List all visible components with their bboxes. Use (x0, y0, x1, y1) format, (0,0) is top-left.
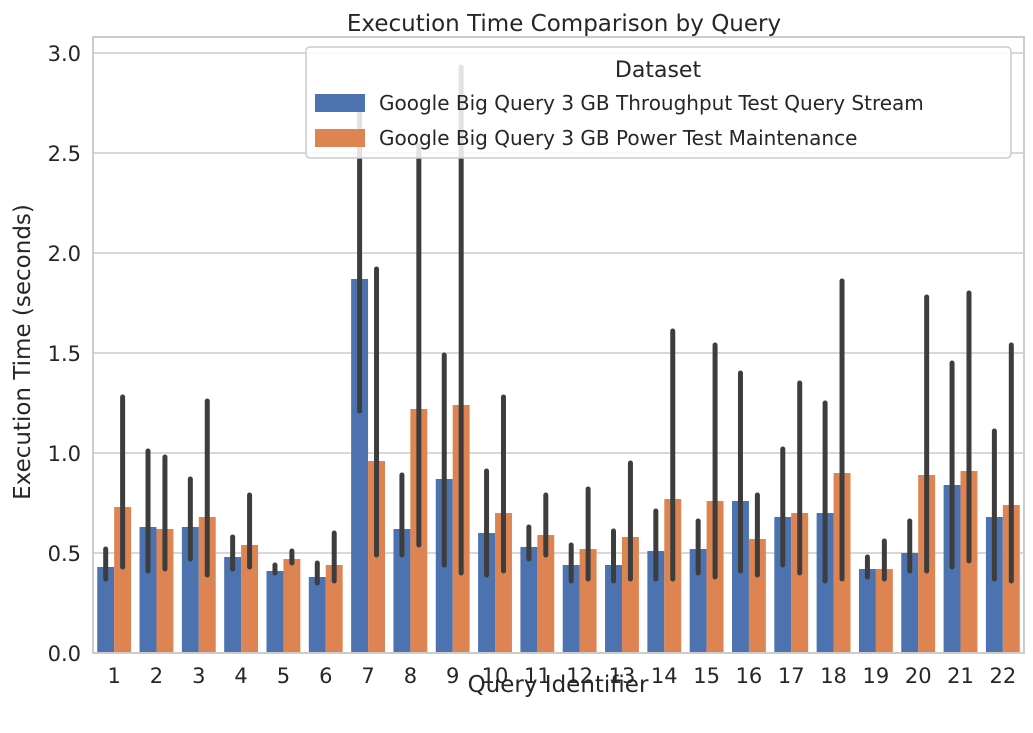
bar-series-2-query-4 (241, 545, 259, 653)
legend: Dataset Google Big Query 3 GB Throughput… (305, 46, 1012, 159)
x-tick-label: 9 (446, 664, 459, 688)
bar-series-1-query-17 (774, 517, 792, 653)
x-tick-label: 18 (820, 664, 847, 688)
plot-frame (92, 36, 1025, 654)
bar-series-1-query-4 (224, 557, 242, 653)
bar-series-1-query-1 (97, 567, 115, 653)
y-axis-title: Execution Time (seconds) (10, 204, 36, 500)
bar-series-2-query-10 (495, 513, 512, 653)
bar-series-1-query-14 (647, 551, 665, 653)
x-tick-labels: 1 2 3 4 5 6 7 8 9 10 11 12 13 14 15 16 17 18 19 20 21 22 (107, 664, 1016, 688)
bar-series-2-query-3 (198, 517, 216, 653)
bar-series-1-query-6 (308, 577, 326, 653)
bar-series-2-query-13 (621, 537, 639, 653)
bar-series-1-query-5 (266, 571, 284, 653)
bar-series-2-query-11 (537, 535, 555, 653)
legend-swatch-series-2 (315, 129, 365, 147)
legend-label-series-2: Google Big Query 3 GB Power Test Mainten… (379, 126, 857, 150)
x-axis-title: Query Identifier (468, 672, 649, 698)
y-tick-label: 1.0 (48, 442, 81, 466)
y-tick-label: 2.5 (48, 142, 81, 166)
x-tick-label: 13 (609, 664, 636, 688)
bar-series-1-query-2 (139, 527, 157, 653)
bars (97, 279, 1020, 653)
x-tick-label: 21 (947, 664, 974, 688)
bar-series-2-query-17 (791, 513, 809, 653)
bar-series-1-query-19 (858, 569, 876, 653)
error-bars (103, 64, 1014, 586)
bar-series-2-query-2 (156, 529, 174, 653)
legend-title: Dataset (615, 58, 702, 83)
x-tick-label: 10 (482, 664, 509, 688)
x-tick-label: 6 (319, 664, 332, 688)
x-tick-label: 19 (863, 664, 890, 688)
bar-series-1-query-10 (478, 533, 496, 653)
x-tick-label: 16 (736, 664, 763, 688)
x-tick-label: 5 (277, 664, 290, 688)
bar-series-1-query-3 (181, 527, 199, 653)
x-tick-label: 14 (651, 664, 678, 688)
bar-series-1-query-15 (689, 549, 707, 653)
x-tick-label: 20 (905, 664, 932, 688)
y-tick-labels: 0.0 0.5 1.0 1.5 2.0 2.5 3.0 (48, 42, 81, 666)
x-tick-label: 12 (566, 664, 593, 688)
legend-swatch-series-1 (315, 94, 365, 112)
bar-series-1-query-22 (985, 517, 1003, 653)
legend-box (305, 46, 1012, 159)
bar-series-2-query-12 (579, 549, 597, 653)
y-tick-label: 2.0 (48, 242, 81, 266)
bar-series-1-query-16 (732, 501, 749, 653)
bar-series-1-query-20 (901, 553, 919, 653)
x-tick-label: 15 (693, 664, 720, 688)
y-tick-label: 0.0 (48, 642, 81, 666)
bar-series-1-query-11 (520, 547, 538, 653)
bar-series-2-query-5 (283, 559, 301, 653)
x-tick-label: 3 (192, 664, 205, 688)
bar-series-1-query-8 (393, 529, 411, 653)
bar-series-2-query-19 (875, 569, 893, 653)
legend-label-series-1: Google Big Query 3 GB Throughput Test Qu… (379, 91, 924, 115)
chart-title: Execution Time Comparison by Query (347, 11, 781, 37)
x-tick-label: 7 (361, 664, 374, 688)
x-tick-label: 4 (234, 664, 247, 688)
bar-series-2-query-1 (114, 507, 132, 653)
x-tick-label: 11 (524, 664, 551, 688)
x-tick-label: 22 (989, 664, 1016, 688)
x-tick-label: 17 (778, 664, 805, 688)
bar-series-2-query-6 (325, 565, 343, 653)
y-tick-label: 3.0 (48, 42, 81, 66)
x-tick-label: 2 (150, 664, 163, 688)
bar-series-1-query-12 (562, 565, 580, 653)
x-tick-label: 8 (404, 664, 417, 688)
bar-series-1-query-13 (605, 565, 622, 653)
bar-series-1-query-7 (351, 279, 369, 653)
y-tick-label: 0.5 (48, 542, 81, 566)
y-tick-label: 1.5 (48, 342, 81, 366)
x-tick-label: 1 (107, 664, 120, 688)
bar-series-2-query-16 (748, 539, 766, 653)
